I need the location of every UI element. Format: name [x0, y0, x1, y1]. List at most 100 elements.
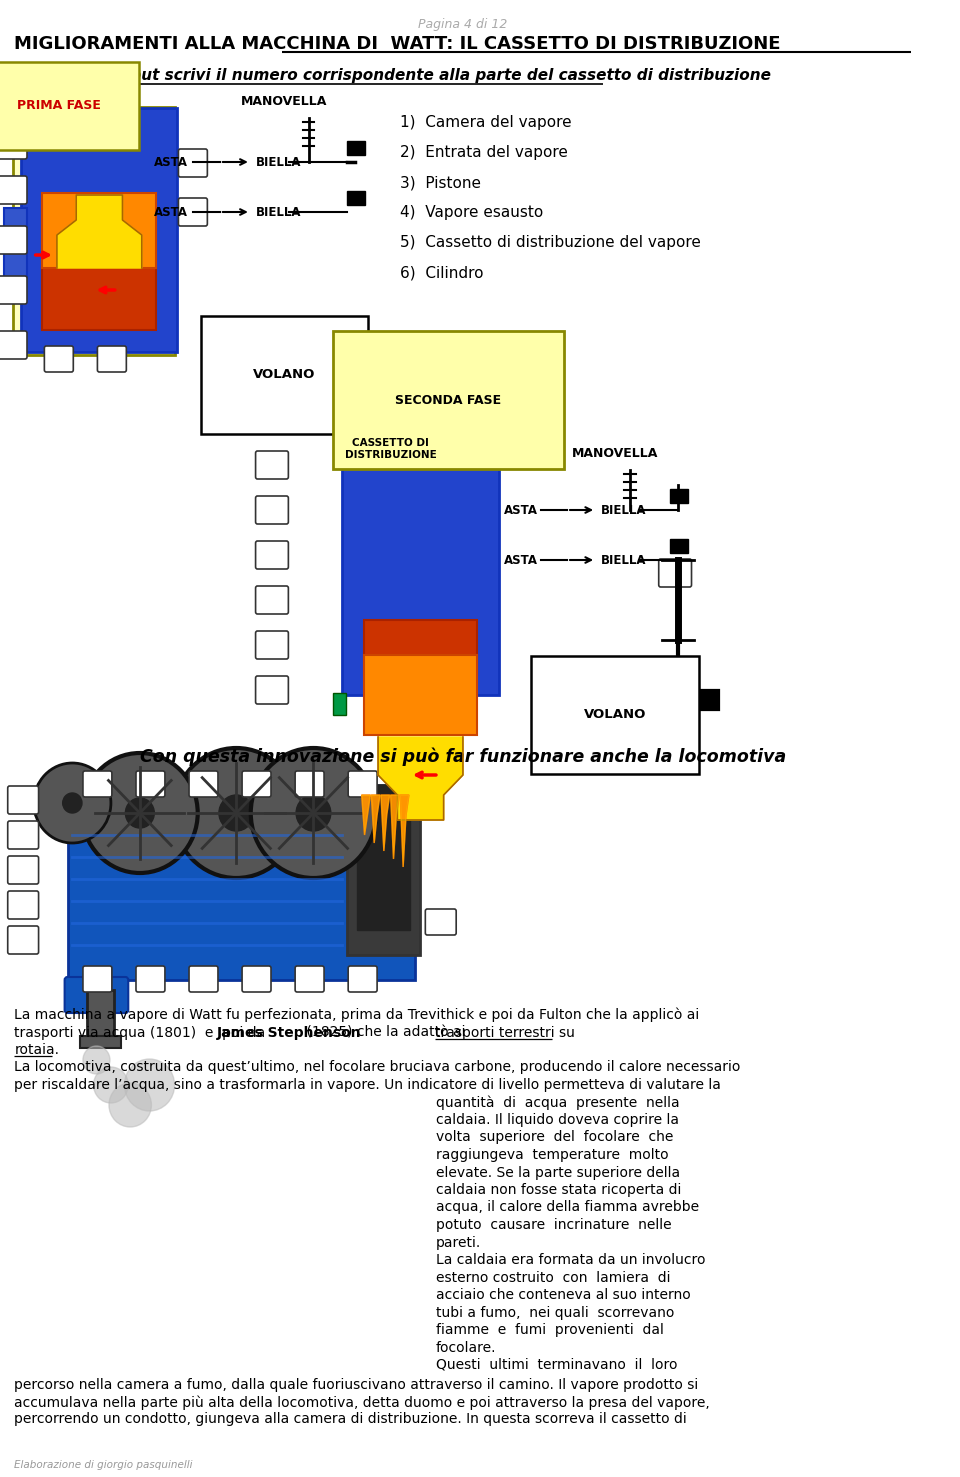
FancyBboxPatch shape — [425, 908, 456, 935]
Text: volta  superiore  del  focolare  che: volta superiore del focolare che — [436, 1130, 673, 1145]
FancyBboxPatch shape — [357, 784, 410, 931]
Text: raggiungeva  temperature  molto: raggiungeva temperature molto — [436, 1148, 668, 1162]
FancyBboxPatch shape — [430, 424, 463, 452]
Polygon shape — [362, 795, 371, 835]
FancyBboxPatch shape — [348, 771, 377, 798]
FancyBboxPatch shape — [83, 966, 112, 993]
FancyBboxPatch shape — [343, 465, 498, 696]
FancyBboxPatch shape — [67, 784, 415, 981]
Polygon shape — [381, 795, 390, 851]
FancyBboxPatch shape — [136, 771, 165, 798]
Text: 3)  Pistone: 3) Pistone — [400, 174, 481, 191]
Polygon shape — [391, 795, 399, 860]
Text: BIELLA: BIELLA — [601, 554, 646, 567]
Text: SECONDA FASE: SECONDA FASE — [396, 393, 501, 406]
Text: per riscaldare l’acqua, sino a trasformarla in vapore. Un indicatore di livello : per riscaldare l’acqua, sino a trasforma… — [14, 1078, 721, 1092]
FancyBboxPatch shape — [2, 230, 12, 253]
Text: 1)  Camera del vapore: 1) Camera del vapore — [400, 115, 572, 130]
Text: acqua, il calore della fiamma avrebbe: acqua, il calore della fiamma avrebbe — [436, 1201, 699, 1214]
Text: PRIMA FASE: PRIMA FASE — [17, 99, 101, 112]
FancyBboxPatch shape — [80, 1035, 121, 1049]
FancyBboxPatch shape — [136, 966, 165, 993]
Text: tubi a fumo,  nei quali  scorrevano: tubi a fumo, nei quali scorrevano — [436, 1306, 674, 1319]
Text: Con questa innovazione si può far funzionare anche la locomotiva: Con questa innovazione si può far funzio… — [140, 747, 786, 767]
Polygon shape — [400, 795, 409, 867]
Text: (1825) che la adattò ai: (1825) che la adattò ai — [302, 1025, 469, 1040]
Polygon shape — [400, 795, 409, 867]
Bar — [348, 140, 365, 155]
Text: La locomotiva, costruita da quest’ultimo, nel focolare bruciava carbone, produce: La locomotiva, costruita da quest’ultimo… — [14, 1060, 741, 1074]
FancyBboxPatch shape — [97, 346, 127, 372]
Polygon shape — [57, 195, 142, 267]
Text: Pagina 4 di 12: Pagina 4 di 12 — [419, 18, 508, 31]
Polygon shape — [378, 737, 463, 820]
Text: esterno costruito  con  lamiera  di: esterno costruito con lamiera di — [436, 1270, 670, 1285]
Text: MANOVELLA: MANOVELLA — [241, 95, 327, 108]
Text: MANOVELLA: MANOVELLA — [572, 448, 659, 459]
Text: elevate. Se la parte superiore della: elevate. Se la parte superiore della — [436, 1165, 680, 1180]
FancyBboxPatch shape — [8, 857, 38, 885]
Circle shape — [109, 1083, 152, 1127]
Circle shape — [82, 753, 198, 873]
Text: potuto  causare  incrinature  nelle: potuto causare incrinature nelle — [436, 1219, 672, 1232]
FancyBboxPatch shape — [189, 966, 218, 993]
FancyBboxPatch shape — [659, 558, 691, 586]
FancyBboxPatch shape — [364, 620, 477, 675]
FancyBboxPatch shape — [21, 108, 178, 352]
Text: 2)  Entrata del vapore: 2) Entrata del vapore — [400, 145, 568, 160]
Text: trasporti via acqua (1801)  e  poi da: trasporti via acqua (1801) e poi da — [14, 1025, 270, 1040]
Text: Questi  ultimi  terminavano  il  loro: Questi ultimi terminavano il loro — [436, 1357, 678, 1372]
FancyBboxPatch shape — [255, 631, 288, 659]
FancyBboxPatch shape — [255, 676, 288, 705]
FancyBboxPatch shape — [347, 424, 379, 452]
Text: La macchina a vapore di Watt fu perfezionata, prima da Trevithick e poi da Fulto: La macchina a vapore di Watt fu perfezio… — [14, 1007, 700, 1022]
Text: 4) in ogni callout scrivi il numero corrispondente alla parte del cassetto di di: 4) in ogni callout scrivi il numero corr… — [14, 68, 772, 83]
Text: acciaio che conteneva al suo interno: acciaio che conteneva al suo interno — [436, 1288, 690, 1303]
FancyBboxPatch shape — [0, 276, 27, 304]
Text: VOLANO: VOLANO — [584, 709, 646, 721]
Text: ASTA: ASTA — [504, 554, 539, 567]
Text: caldaia non fosse stata ricoperta di: caldaia non fosse stata ricoperta di — [436, 1183, 682, 1196]
Text: quantità  di  acqua  presente  nella: quantità di acqua presente nella — [436, 1096, 680, 1111]
FancyBboxPatch shape — [0, 331, 27, 359]
FancyBboxPatch shape — [0, 176, 27, 204]
Text: focolare.: focolare. — [436, 1341, 496, 1354]
FancyBboxPatch shape — [44, 346, 73, 372]
Circle shape — [296, 795, 331, 832]
Text: VOLANO: VOLANO — [253, 368, 316, 381]
Bar — [670, 489, 687, 504]
Text: rotaia.: rotaia. — [14, 1043, 60, 1058]
Polygon shape — [362, 795, 371, 835]
FancyBboxPatch shape — [8, 891, 38, 919]
FancyBboxPatch shape — [255, 586, 288, 614]
Text: pareti.: pareti. — [436, 1235, 481, 1250]
FancyBboxPatch shape — [348, 784, 420, 956]
Text: James Stephenson: James Stephenson — [217, 1025, 361, 1040]
Polygon shape — [391, 795, 399, 860]
FancyBboxPatch shape — [12, 106, 175, 354]
FancyBboxPatch shape — [64, 976, 129, 1013]
Circle shape — [83, 1046, 110, 1074]
Text: BIELLA: BIELLA — [601, 504, 646, 517]
Circle shape — [93, 1066, 129, 1103]
FancyBboxPatch shape — [8, 786, 38, 814]
Polygon shape — [372, 795, 380, 843]
FancyBboxPatch shape — [189, 771, 218, 798]
FancyBboxPatch shape — [83, 771, 112, 798]
Text: percorso nella camera a fumo, dalla quale fuoriuscivano attraverso il camino. Il: percorso nella camera a fumo, dalla qual… — [14, 1378, 699, 1391]
Text: accumulava nella parte più alta della locomotiva, detta duomo e poi attraverso l: accumulava nella parte più alta della lo… — [14, 1394, 710, 1409]
Text: Elaborazione di giorgio pasquinelli: Elaborazione di giorgio pasquinelli — [14, 1459, 193, 1470]
FancyBboxPatch shape — [295, 966, 324, 993]
Polygon shape — [381, 795, 390, 851]
Polygon shape — [372, 795, 380, 843]
Text: percorrendo un condotto, giungeva alla camera di distribuzione. In questa scorre: percorrendo un condotto, giungeva alla c… — [14, 1412, 687, 1427]
Text: 4)  Vapore esausto: 4) Vapore esausto — [400, 205, 543, 220]
Circle shape — [251, 747, 376, 877]
Text: ASTA: ASTA — [155, 155, 188, 168]
Circle shape — [34, 764, 111, 843]
FancyBboxPatch shape — [42, 193, 156, 267]
Text: BIELLA: BIELLA — [255, 205, 301, 219]
FancyBboxPatch shape — [179, 149, 207, 177]
FancyBboxPatch shape — [255, 541, 288, 569]
FancyBboxPatch shape — [0, 226, 27, 254]
